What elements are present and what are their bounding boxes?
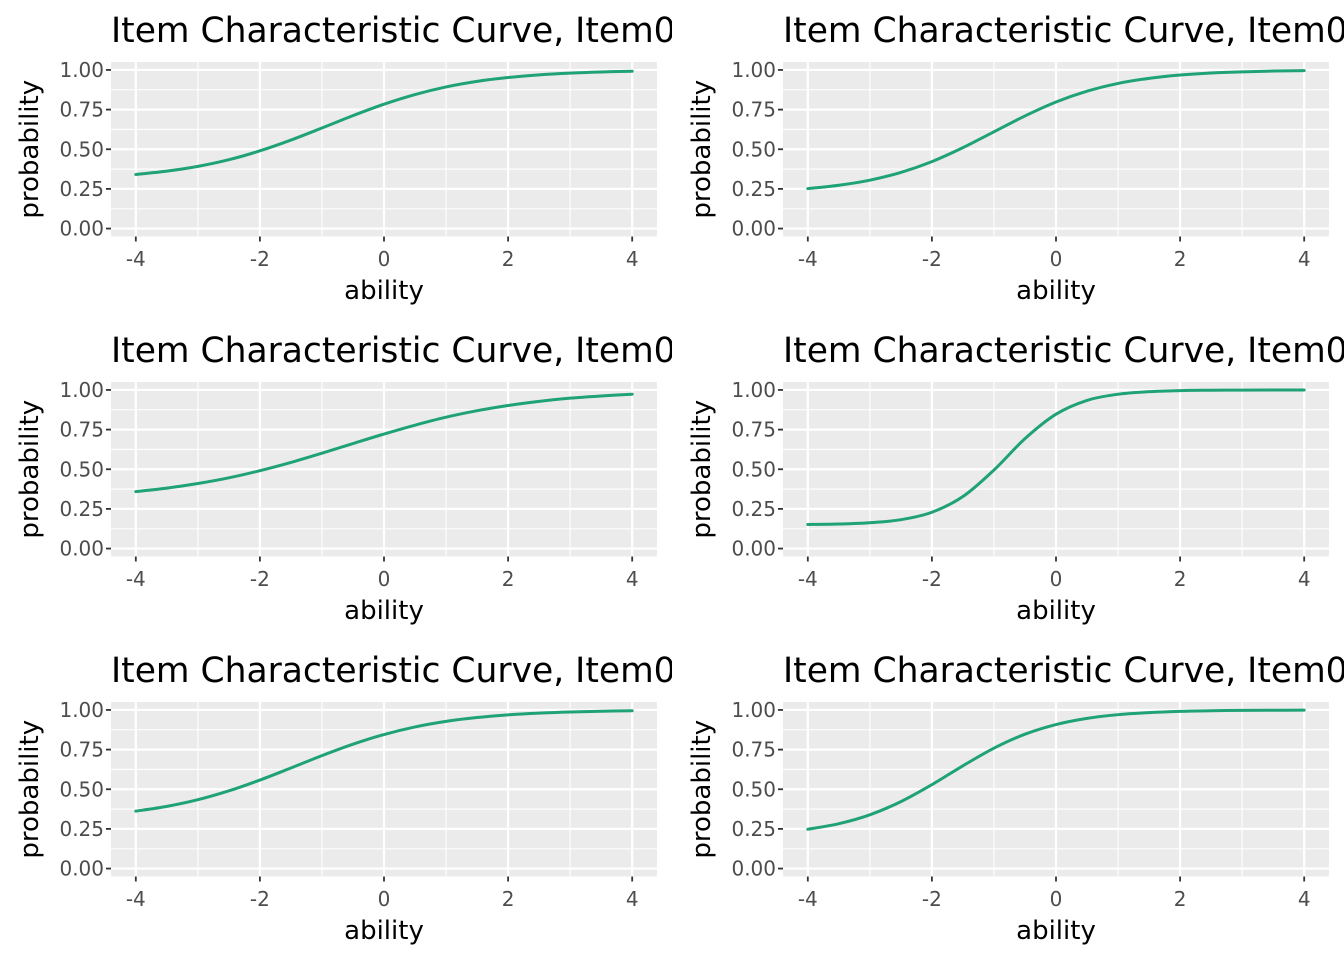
y-tick-label: 0.50 [731,137,776,161]
x-axis-title: ability [1016,276,1096,306]
x-tick-label: 2 [502,247,515,271]
icc-plot-cell-6: -4 -2 0 2 4 0.00 0.25 0.50 0.75 1.00 ability probab… [672,640,1344,960]
plot-title: Item Characteristic Curve, Item0 [783,651,1344,691]
y-axis-title: probability [15,80,45,219]
icc-plot-3: -4 -2 0 2 4 0.00 0.25 0.50 0.75 1.00 ability probab… [15,331,672,626]
x-tick-label: -2 [250,887,270,911]
x-tick-label: 0 [378,247,391,271]
y-tick-label: 1.00 [731,58,776,82]
x-tick-label: 2 [1174,567,1187,591]
x-tick-label: 4 [1298,247,1311,271]
y-axis-title: probability [687,80,717,219]
y-axis-title: probability [687,400,717,539]
icc-plot-cell-3: -4 -2 0 2 4 0.00 0.25 0.50 0.75 1.00 ability probab… [0,320,672,640]
y-tick-label: 0.75 [731,738,776,762]
icc-plot-cell-2: -4 -2 0 2 4 0.00 0.25 0.50 0.75 1.00 ability probab… [672,0,1344,320]
plot-title: Item Characteristic Curve, Item0 [783,11,1344,51]
icc-plot-2: -4 -2 0 2 4 0.00 0.25 0.50 0.75 1.00 ability probab… [687,11,1344,306]
x-tick-label: 0 [378,567,391,591]
x-tick-label: -2 [250,567,270,591]
y-tick-label: 0.50 [59,457,104,481]
icc-plot-5: -4 -2 0 2 4 0.00 0.25 0.50 0.75 1.00 ability probab… [15,651,672,946]
y-tick-label: 0.50 [59,137,104,161]
plot-title: Item Characteristic Curve, Item0 [111,651,672,691]
y-tick-label: 0.25 [59,817,104,841]
x-axis-title: ability [1016,596,1096,626]
y-axis-title: probability [15,400,45,539]
y-tick-label: 0.00 [731,537,776,561]
y-tick-label: 1.00 [731,378,776,402]
y-tick-label: 0.75 [59,418,104,442]
icc-plot-cell-1: -4 -2 0 2 4 0.00 0.25 0.50 0.75 1.00 ability probab… [0,0,672,320]
y-tick-label: 0.00 [59,537,104,561]
y-tick-label: 0.50 [59,777,104,801]
x-tick-label: -2 [922,247,942,271]
y-tick-label: 0.75 [59,738,104,762]
icc-plot-cell-5: -4 -2 0 2 4 0.00 0.25 0.50 0.75 1.00 ability probab… [0,640,672,960]
x-tick-label: 4 [626,887,639,911]
icc-curve [806,708,1306,831]
x-axis-title: ability [344,276,424,306]
icc-curve [134,69,634,176]
icc-plot-1: -4 -2 0 2 4 0.00 0.25 0.50 0.75 1.00 ability probab… [15,11,672,306]
y-tick-label: 1.00 [59,378,104,402]
y-tick-label: 1.00 [59,58,104,82]
x-axis-title: ability [1016,916,1096,946]
icc-plot-6: -4 -2 0 2 4 0.00 0.25 0.50 0.75 1.00 ability probab… [687,651,1344,946]
x-tick-label: 2 [502,887,515,911]
y-tick-label: 0.50 [731,457,776,481]
y-tick-label: 0.00 [731,217,776,241]
x-tick-label: -4 [126,247,146,271]
y-axis-title: probability [15,720,45,859]
y-tick-label: 1.00 [59,698,104,722]
y-tick-label: 0.25 [59,497,104,521]
y-tick-label: 1.00 [731,698,776,722]
y-tick-label: 0.25 [59,177,104,201]
y-tick-label: 0.25 [731,817,776,841]
y-axis-title: probability [687,720,717,859]
y-tick-label: 0.00 [59,857,104,881]
y-tick-label: 0.25 [731,497,776,521]
plot-title: Item Characteristic Curve, Item0 [111,331,672,371]
icc-curve [806,388,1306,526]
x-tick-label: -4 [126,887,146,911]
x-tick-label: 0 [378,887,391,911]
icc-curve [134,709,634,813]
x-tick-label: 0 [1050,887,1063,911]
y-tick-label: 0.75 [59,98,104,122]
x-tick-label: -4 [126,567,146,591]
x-tick-label: -2 [922,887,942,911]
y-tick-label: 0.50 [731,777,776,801]
icc-plot-4: -4 -2 0 2 4 0.00 0.25 0.50 0.75 1.00 ability probab… [687,331,1344,626]
x-tick-label: 2 [502,567,515,591]
x-tick-label: 2 [1174,247,1187,271]
y-tick-label: 0.75 [731,418,776,442]
x-axis-title: ability [344,596,424,626]
x-axis-title: ability [344,916,424,946]
x-tick-label: -4 [798,247,818,271]
x-tick-label: -4 [798,887,818,911]
x-tick-label: 0 [1050,567,1063,591]
y-tick-label: 0.00 [59,217,104,241]
x-tick-label: 0 [1050,247,1063,271]
y-tick-label: 0.25 [731,177,776,201]
y-tick-label: 0.75 [731,98,776,122]
y-tick-label: 0.00 [731,857,776,881]
plot-title: Item Characteristic Curve, Item0 [783,331,1344,371]
icc-curve [806,69,1306,191]
x-tick-label: -2 [250,247,270,271]
x-tick-label: 4 [1298,887,1311,911]
x-tick-label: 4 [626,247,639,271]
x-tick-label: -2 [922,567,942,591]
icc-curve [134,392,634,494]
icc-plot-cell-4: -4 -2 0 2 4 0.00 0.25 0.50 0.75 1.00 ability probab… [672,320,1344,640]
plot-title: Item Characteristic Curve, Item0 [111,11,672,51]
x-tick-label: 4 [626,567,639,591]
x-tick-label: -4 [798,567,818,591]
x-tick-label: 4 [1298,567,1311,591]
x-tick-label: 2 [1174,887,1187,911]
